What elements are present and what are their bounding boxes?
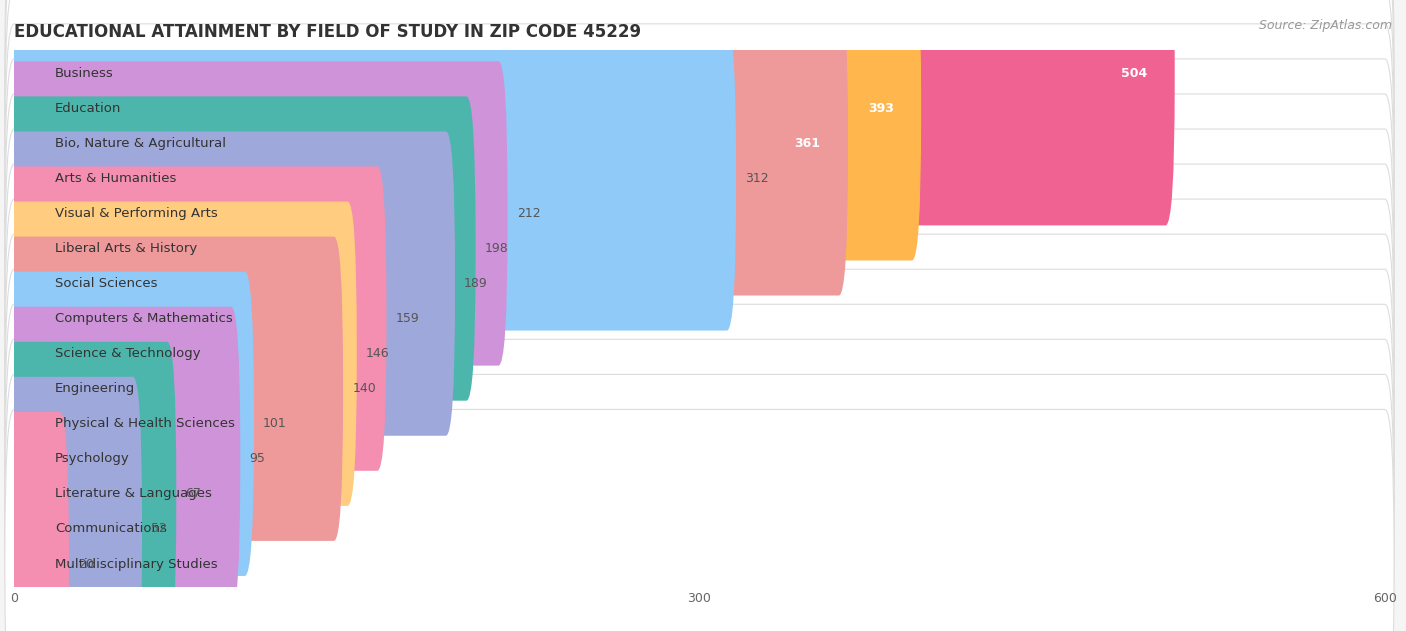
FancyBboxPatch shape bbox=[4, 199, 1395, 509]
Text: Bio, Nature & Agricultural: Bio, Nature & Agricultural bbox=[55, 137, 226, 150]
FancyBboxPatch shape bbox=[4, 237, 343, 541]
FancyBboxPatch shape bbox=[4, 339, 1395, 631]
Text: EDUCATIONAL ATTAINMENT BY FIELD OF STUDY IN ZIP CODE 45229: EDUCATIONAL ATTAINMENT BY FIELD OF STUDY… bbox=[14, 23, 641, 40]
Text: Psychology: Psychology bbox=[55, 452, 129, 466]
Text: Liberal Arts & History: Liberal Arts & History bbox=[55, 242, 197, 255]
FancyBboxPatch shape bbox=[4, 59, 1395, 368]
Text: Visual & Performing Arts: Visual & Performing Arts bbox=[55, 207, 218, 220]
FancyBboxPatch shape bbox=[4, 377, 142, 631]
Text: 393: 393 bbox=[868, 102, 894, 115]
FancyBboxPatch shape bbox=[4, 272, 254, 576]
FancyBboxPatch shape bbox=[4, 27, 737, 331]
FancyBboxPatch shape bbox=[4, 94, 1395, 403]
FancyBboxPatch shape bbox=[4, 342, 176, 631]
FancyBboxPatch shape bbox=[4, 0, 1175, 225]
FancyBboxPatch shape bbox=[4, 269, 1395, 579]
Text: Source: ZipAtlas.com: Source: ZipAtlas.com bbox=[1258, 19, 1392, 32]
FancyBboxPatch shape bbox=[4, 24, 1395, 333]
Text: Computers & Mathematics: Computers & Mathematics bbox=[55, 312, 233, 325]
Text: 52: 52 bbox=[152, 522, 167, 536]
Text: 189: 189 bbox=[464, 277, 488, 290]
Text: 67: 67 bbox=[186, 487, 201, 500]
Text: 312: 312 bbox=[745, 172, 769, 185]
Text: 198: 198 bbox=[485, 242, 509, 255]
Text: 140: 140 bbox=[353, 382, 375, 395]
FancyBboxPatch shape bbox=[4, 167, 387, 471]
FancyBboxPatch shape bbox=[4, 374, 1395, 631]
FancyBboxPatch shape bbox=[4, 0, 921, 261]
Text: 101: 101 bbox=[263, 417, 287, 430]
FancyBboxPatch shape bbox=[4, 61, 508, 365]
Text: Physical & Health Sciences: Physical & Health Sciences bbox=[55, 417, 235, 430]
Text: 361: 361 bbox=[794, 137, 821, 150]
Text: Multidisciplinary Studies: Multidisciplinary Studies bbox=[55, 558, 218, 570]
Text: 20: 20 bbox=[79, 558, 94, 570]
FancyBboxPatch shape bbox=[4, 0, 1395, 298]
FancyBboxPatch shape bbox=[4, 0, 1395, 263]
FancyBboxPatch shape bbox=[4, 201, 357, 506]
FancyBboxPatch shape bbox=[4, 234, 1395, 543]
Text: 95: 95 bbox=[249, 452, 266, 466]
Text: Education: Education bbox=[55, 102, 121, 115]
Text: 212: 212 bbox=[517, 207, 540, 220]
FancyBboxPatch shape bbox=[4, 304, 1395, 613]
FancyBboxPatch shape bbox=[4, 412, 69, 631]
Text: Engineering: Engineering bbox=[55, 382, 135, 395]
Text: Communications: Communications bbox=[55, 522, 167, 536]
FancyBboxPatch shape bbox=[4, 97, 475, 401]
Text: Literature & Languages: Literature & Languages bbox=[55, 487, 212, 500]
FancyBboxPatch shape bbox=[4, 410, 1395, 631]
FancyBboxPatch shape bbox=[4, 0, 1395, 228]
Text: Social Sciences: Social Sciences bbox=[55, 277, 157, 290]
Text: Business: Business bbox=[55, 67, 114, 80]
FancyBboxPatch shape bbox=[4, 131, 456, 436]
Text: 159: 159 bbox=[395, 312, 419, 325]
Text: Arts & Humanities: Arts & Humanities bbox=[55, 172, 177, 185]
FancyBboxPatch shape bbox=[4, 307, 240, 611]
FancyBboxPatch shape bbox=[4, 0, 848, 295]
Text: 146: 146 bbox=[366, 347, 389, 360]
FancyBboxPatch shape bbox=[4, 129, 1395, 438]
FancyBboxPatch shape bbox=[4, 164, 1395, 473]
Text: Science & Technology: Science & Technology bbox=[55, 347, 201, 360]
Text: 504: 504 bbox=[1121, 67, 1147, 80]
